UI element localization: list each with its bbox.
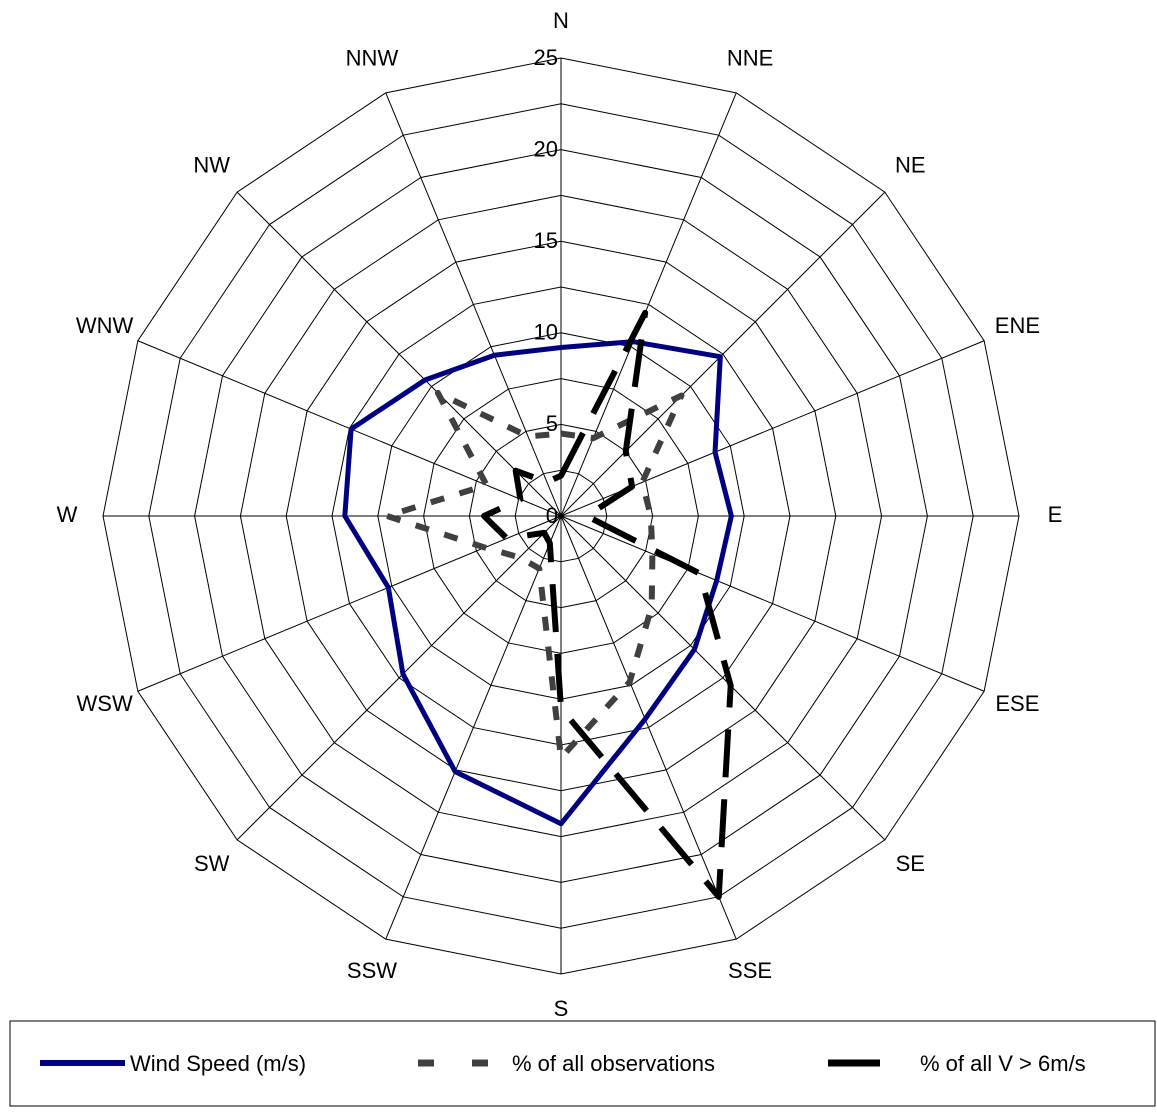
direction-label-wsw: WSW [77,691,133,716]
spoke-sw [237,516,561,840]
direction-label-sse: SSE [728,958,772,983]
direction-label-ese: ESE [995,691,1039,716]
legend-label-v-over-6: % of all V > 6m/s [920,1051,1086,1076]
direction-label-n: N [553,8,569,33]
grid-layer [103,58,1019,974]
direction-label-sw: SW [194,851,230,876]
legend-label-wind-speed: Wind Speed (m/s) [130,1051,306,1076]
spoke-ese [561,516,984,691]
direction-label-wnw: WNW [76,313,134,338]
series-layer [345,313,732,897]
direction-label-nw: NW [193,153,230,178]
spoke-wsw [138,516,561,691]
direction-label-nne: NNE [727,45,773,70]
series-of-all-v-6m-s [484,313,731,897]
direction-label-ne: NE [895,153,926,178]
direction-label-s: S [554,996,569,1021]
direction-label-w: W [57,502,78,527]
radial-tick-10: 10 [534,320,558,345]
direction-label-ene: ENE [995,313,1040,338]
radial-tick-15: 15 [534,228,558,253]
spoke-se [561,516,885,840]
direction-label-ssw: SSW [347,958,397,983]
spoke-ssw [386,516,561,939]
radial-tick-0: 0 [546,503,558,528]
direction-label-se: SE [896,851,925,876]
spoke-nne [561,93,736,516]
radial-tick-25: 25 [534,45,558,70]
legend-label-all-observations: % of all observations [512,1051,715,1076]
spoke-ne [561,192,885,516]
radial-tick-5: 5 [546,411,558,436]
legend: Wind Speed (m/s) % of all observations %… [10,1021,1155,1106]
radial-tick-20: 20 [534,136,558,161]
direction-label-nnw: NNW [346,45,399,70]
direction-label-e: E [1048,502,1063,527]
series-of-all-observations [387,393,682,758]
